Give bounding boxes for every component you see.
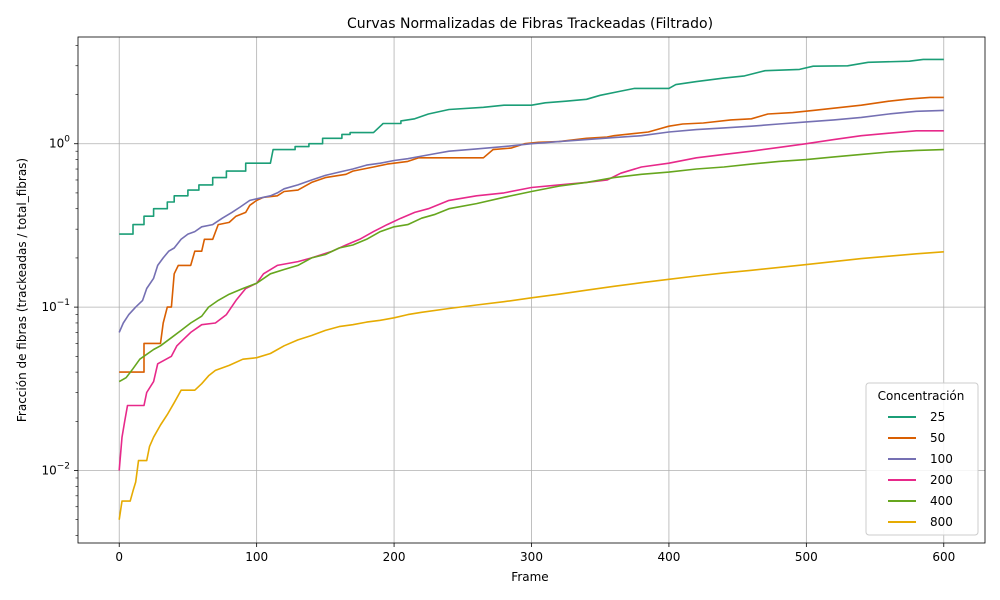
y-tick-base: 10 [41,300,56,314]
x-tick-label: 600 [932,550,955,564]
y-tick-exponent: −2 [57,462,70,472]
y-tick-label: 10−2 [41,462,70,478]
legend-label-50: 50 [930,431,945,445]
y-axis-title: Fracción de fibras (trackeadas / total_f… [15,158,29,422]
y-tick-label: 10−1 [41,298,70,314]
x-tick-label: 0 [115,550,123,564]
plot-frame [77,36,986,544]
x-tick-label: 300 [520,550,543,564]
x-axis-title: Frame [511,570,548,584]
x-tick-label: 200 [383,550,406,564]
series-line-50 [119,96,944,373]
legend-label-200: 200 [930,473,953,487]
legend-box [865,382,979,536]
series-line-800 [118,251,944,520]
y-tick-base: 10 [49,137,64,151]
x-tick-label: 400 [657,550,680,564]
series-line-200 [118,130,944,471]
gridlines [78,37,985,543]
chart-title: Curvas Normalizadas de Fibras Trackeadas… [347,16,713,32]
y-tick-exponent: −1 [57,298,70,308]
x-tick-label: 100 [245,550,268,564]
series-line-400 [118,148,944,383]
legend-title: Concentración [878,389,965,403]
x-tick-label: 500 [795,550,818,564]
legend: Concentración 25 50 100 200 400 800 [865,382,979,536]
legend-label-25: 25 [930,410,945,424]
series-line-25 [119,58,944,235]
y-tick-exponent: 0 [64,135,70,145]
series-lines [118,58,944,520]
legend-label-100: 100 [930,452,953,466]
legend-label-800: 800 [930,515,953,529]
y-tick-label: 100 [49,135,70,151]
y-tick-base: 10 [41,464,56,478]
legend-label-400: 400 [930,494,953,508]
series-line-100 [118,109,944,333]
